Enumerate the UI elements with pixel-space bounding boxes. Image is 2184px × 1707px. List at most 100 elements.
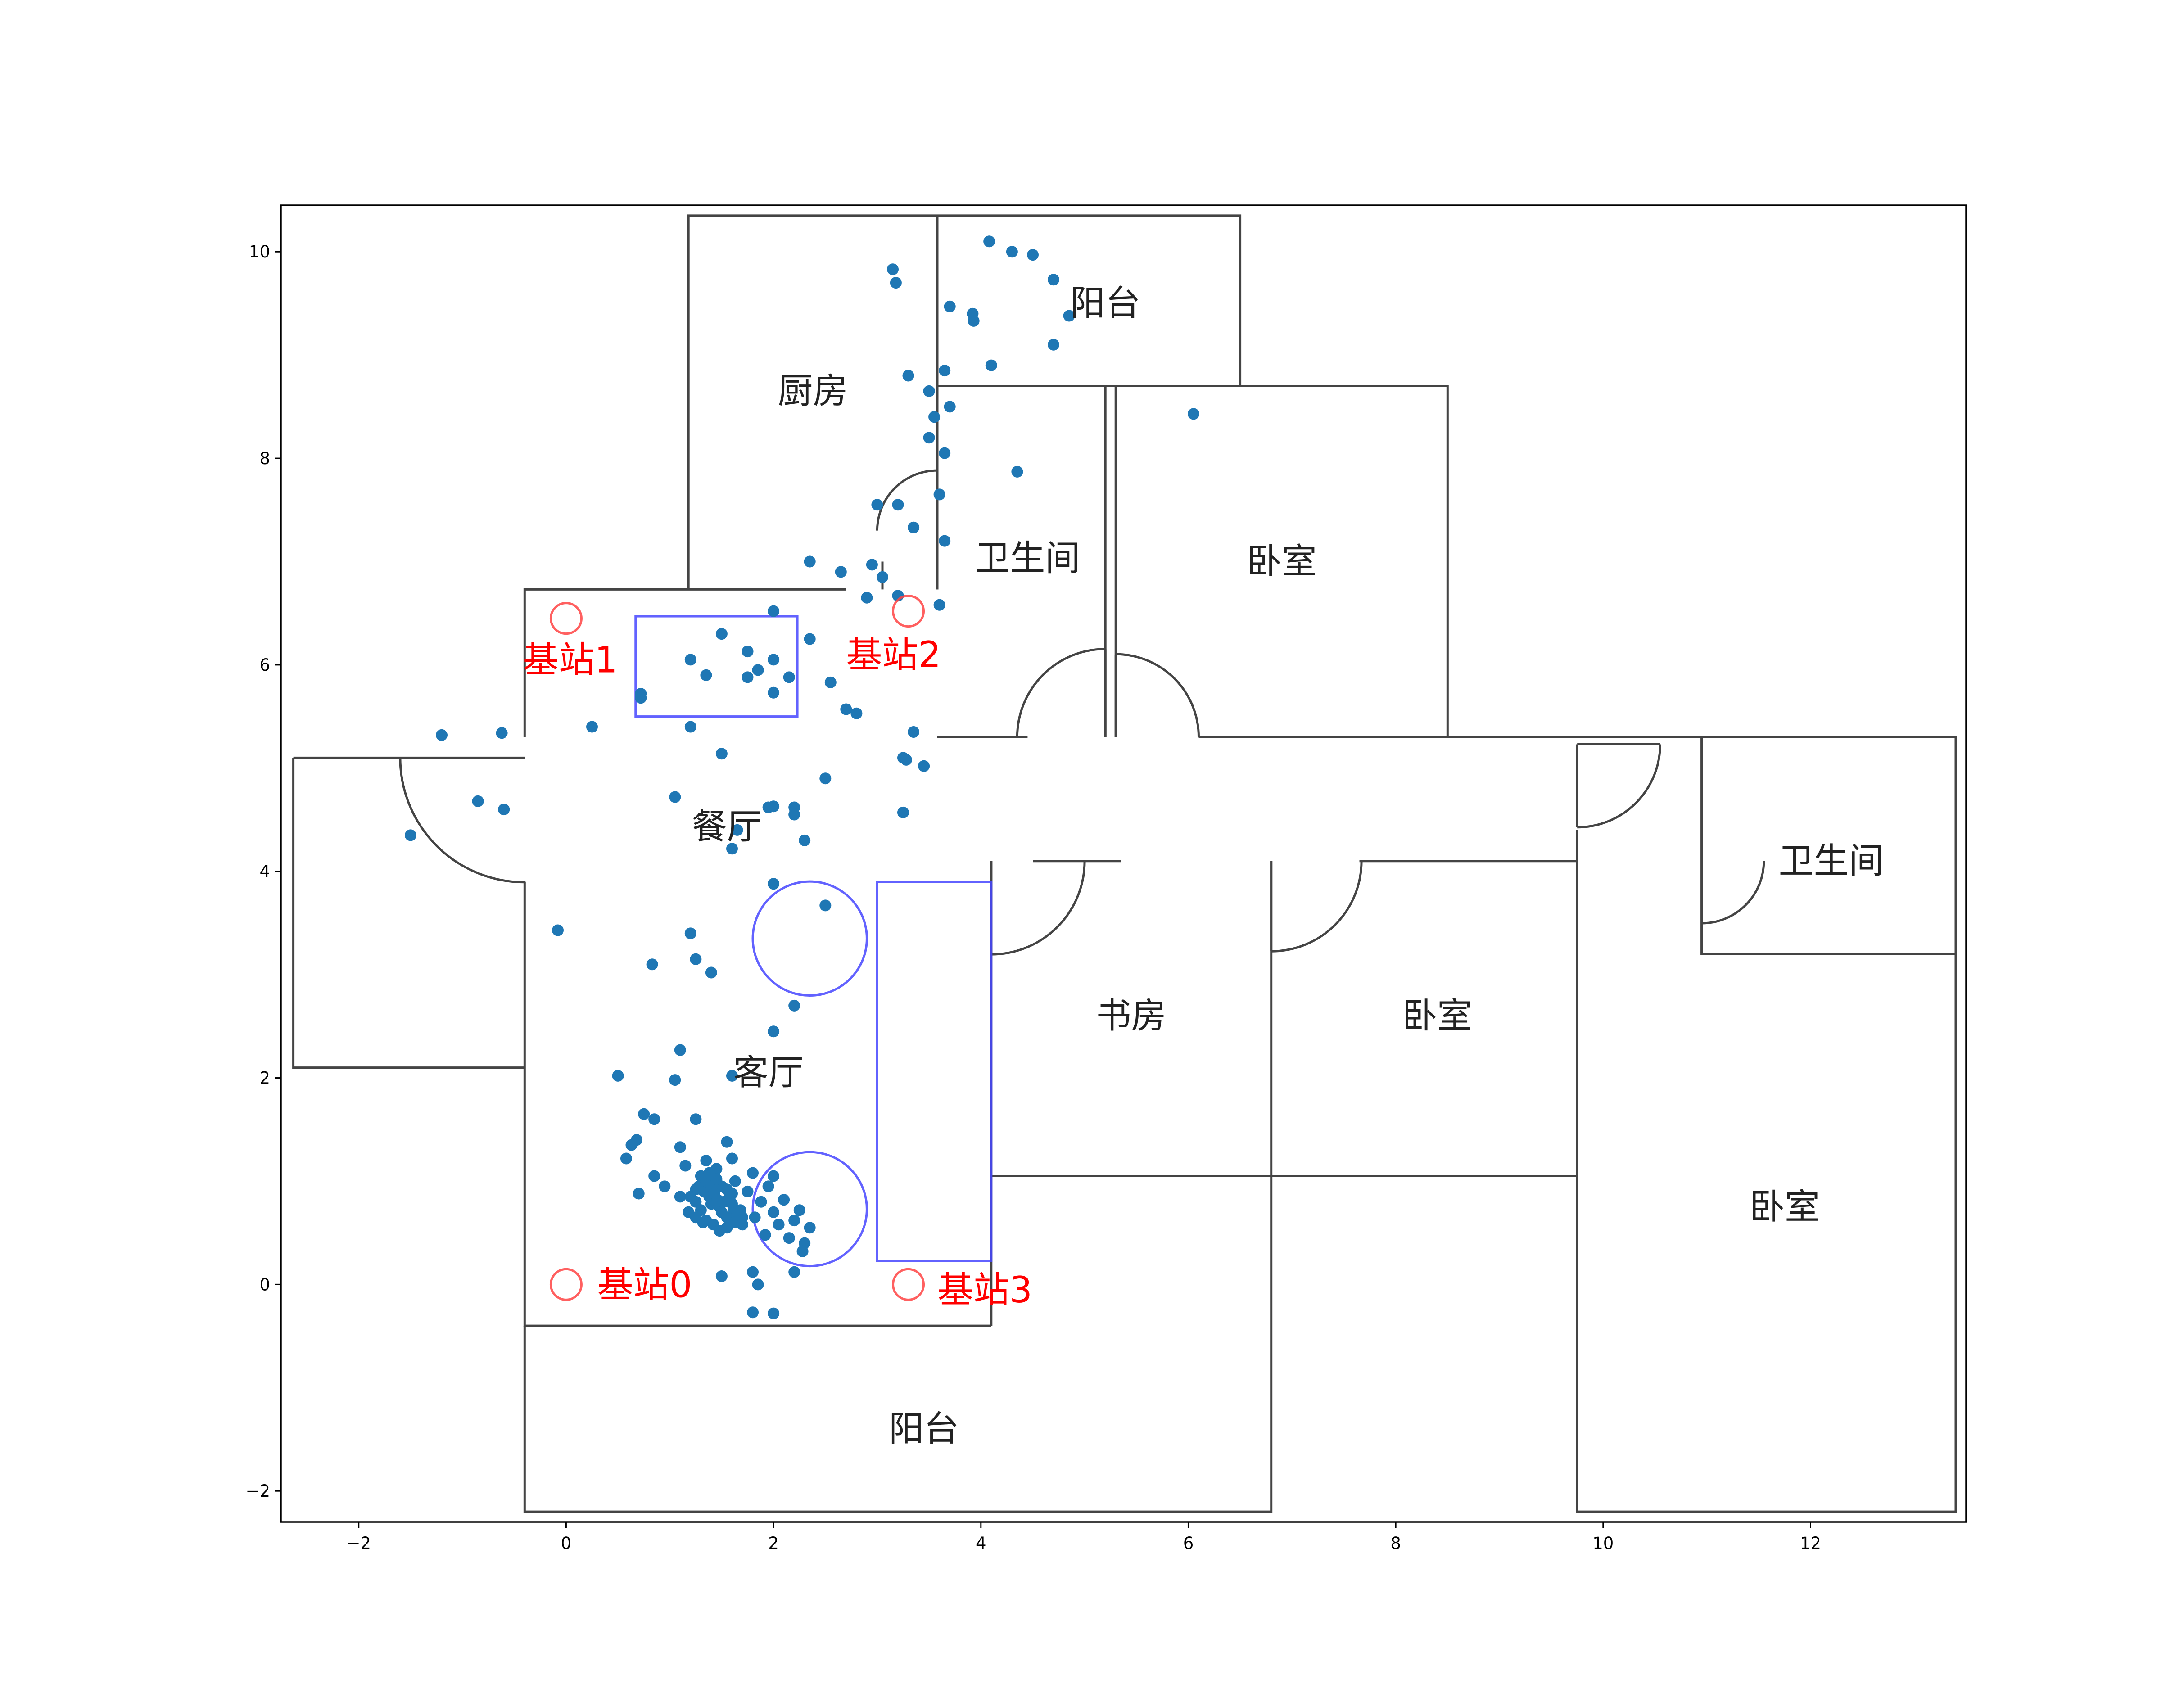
scatter-point	[705, 966, 717, 979]
scatter-point	[690, 1211, 702, 1224]
scatter-point	[659, 1180, 671, 1192]
y-tick-label: −2	[245, 1481, 270, 1501]
scatter-point	[669, 791, 681, 803]
door-arc	[1016, 648, 1106, 737]
scatter-point	[840, 703, 852, 715]
scatter-point	[648, 1170, 660, 1182]
scatter-point	[715, 748, 728, 760]
base-station-marker	[892, 1268, 925, 1301]
scatter-point	[625, 1139, 638, 1151]
scatter-point	[646, 958, 658, 971]
scatter-point	[726, 843, 738, 855]
scatter-point	[887, 263, 899, 275]
door-arc	[1701, 861, 1765, 925]
scatter-point	[768, 1307, 780, 1319]
base-station-marker	[892, 595, 925, 628]
door-arc	[1116, 653, 1200, 737]
scatter-point	[496, 727, 508, 739]
scatter-point	[690, 953, 702, 965]
base-station-label: 基站0	[597, 1264, 692, 1305]
scatter-point	[620, 1152, 632, 1165]
wall-segment	[687, 214, 1242, 590]
room-label: 卧室	[1750, 1187, 1820, 1227]
scatter-point	[715, 628, 728, 640]
furniture	[634, 615, 993, 1268]
scatter-point	[1006, 246, 1018, 258]
scatter-point	[944, 300, 956, 312]
y-axis: −2 0 2 4 6 8 10	[245, 242, 281, 1501]
scatter-point	[861, 592, 873, 604]
scatter-point	[674, 1191, 686, 1203]
scatter-point	[908, 726, 920, 738]
scatter-point	[684, 721, 696, 733]
scatter-point	[871, 499, 883, 511]
scatter-point	[762, 1180, 774, 1192]
x-tick-label: 6	[1183, 1534, 1194, 1553]
plot-frame	[280, 204, 1967, 1523]
scatter-point	[635, 692, 647, 704]
scatter-point	[726, 1070, 738, 1082]
scatter-point	[684, 654, 696, 666]
scatter-point	[747, 1306, 759, 1319]
scatter-point	[768, 1170, 780, 1182]
y-tick-label: 8	[259, 449, 270, 468]
scatter-point	[788, 1215, 800, 1227]
scatter-point	[674, 1141, 686, 1153]
scatter-point	[877, 571, 888, 583]
scatter-point	[715, 1270, 728, 1282]
scatter-point	[788, 1266, 800, 1278]
door-arc	[1577, 744, 1661, 829]
scatter-point	[700, 1155, 712, 1167]
scatter-point	[552, 924, 564, 936]
y-tick-label: 2	[259, 1069, 270, 1088]
doors	[399, 469, 1765, 956]
scatter-point	[729, 1175, 741, 1187]
scatter-point	[1011, 465, 1023, 478]
y-tick-label: 6	[259, 655, 270, 675]
scatter-point	[788, 808, 800, 821]
scatter-point	[1188, 408, 1199, 420]
scatter-point	[933, 599, 945, 611]
scatter-point	[768, 800, 780, 813]
scatter-point	[939, 365, 951, 377]
scatter-point	[892, 499, 904, 511]
scatter-point	[897, 806, 909, 818]
scatter-point	[788, 999, 800, 1012]
furniture-circle	[751, 880, 868, 997]
scatter-point	[918, 760, 930, 772]
scatter-point	[674, 1044, 686, 1056]
scatter-point	[690, 1113, 702, 1125]
scatter-points	[404, 235, 1199, 1319]
scatter-point	[900, 754, 912, 766]
scatter-point	[747, 1167, 759, 1179]
base-station-label: 基站1	[523, 639, 618, 681]
scatter-point	[759, 1229, 771, 1241]
scatter-point	[923, 385, 935, 397]
x-tick-label: 8	[1390, 1534, 1401, 1553]
room-label: 厨房	[778, 371, 848, 411]
scatter-point	[586, 721, 598, 733]
scatter-point	[928, 411, 941, 423]
scatter-point	[737, 1211, 748, 1224]
y-tick-label: 0	[259, 1275, 270, 1294]
scatter-point	[1048, 274, 1059, 286]
scatter-point	[968, 315, 980, 327]
scatter-point	[866, 559, 878, 571]
x-tick-label: 4	[976, 1534, 986, 1553]
scatter-point	[742, 671, 754, 683]
base-station-marker	[549, 1268, 583, 1301]
scatter-point	[768, 878, 780, 890]
scatter-point	[703, 1167, 715, 1179]
door-arc	[876, 469, 938, 531]
scatter-point	[638, 1108, 650, 1120]
scatter-point	[944, 401, 956, 413]
scatter-point	[804, 555, 816, 568]
scatter-point	[773, 1219, 785, 1231]
scatter-point	[684, 927, 696, 939]
scatter-point	[939, 447, 951, 459]
x-tick-label: 12	[1800, 1534, 1821, 1553]
scatter-point	[933, 488, 945, 501]
scatter-point	[768, 1025, 780, 1038]
scatter-point	[768, 654, 780, 666]
